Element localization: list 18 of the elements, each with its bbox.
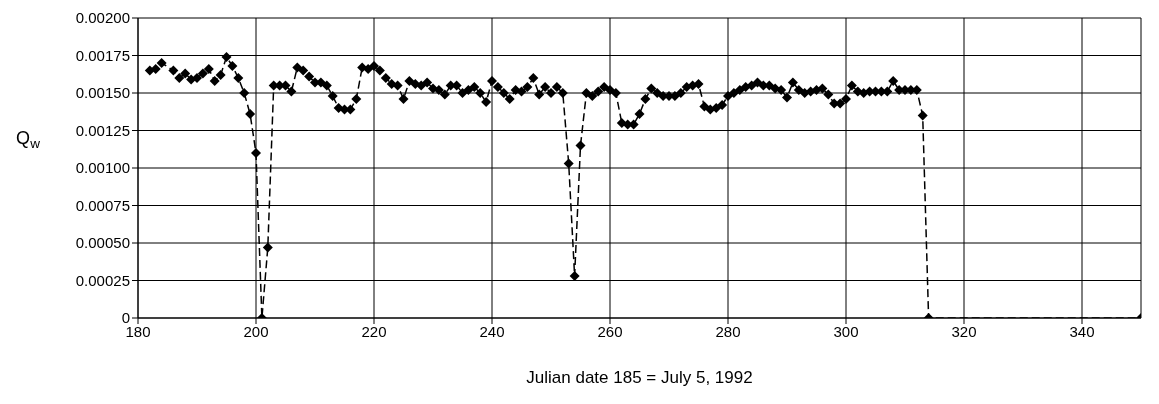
- x-tick-label: 240: [479, 322, 505, 340]
- y-tick-label: 0.00050: [75, 234, 130, 252]
- y-tick-label: 0.00075: [75, 196, 130, 214]
- y-tick-label: 0.00125: [75, 121, 130, 139]
- y-tick-label: 0.00200: [75, 9, 130, 27]
- x-tick-label: 300: [833, 322, 859, 340]
- y-tick-label: 0.00100: [75, 159, 130, 177]
- x-tick-label: 320: [951, 322, 977, 340]
- y-tick-label: 0.00175: [75, 46, 130, 64]
- x-tick-label: 220: [361, 322, 387, 340]
- x-tick-label: 340: [1069, 322, 1095, 340]
- y-axis-title: Q$_{w}$: [16, 128, 41, 152]
- x-tick-label: 200: [243, 322, 269, 340]
- y-tick-label: 0.00025: [75, 271, 130, 289]
- x-tick-label: 280: [715, 322, 741, 340]
- x-tick-label: 260: [597, 322, 623, 340]
- x-axis-title: Julian date 185 = July 5, 1992: [526, 368, 753, 387]
- y-tick-label: 0.00150: [75, 84, 130, 102]
